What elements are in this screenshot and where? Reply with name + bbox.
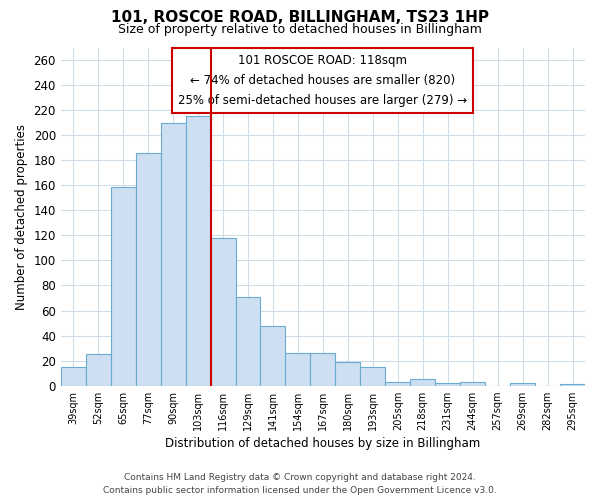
Bar bbox=[335, 362, 361, 386]
Bar bbox=[460, 382, 485, 386]
Bar bbox=[211, 238, 236, 386]
Text: Contains HM Land Registry data © Crown copyright and database right 2024.
Contai: Contains HM Land Registry data © Crown c… bbox=[103, 473, 497, 495]
Text: 101 ROSCOE ROAD: 118sqm
← 74% of detached houses are smaller (820)
25% of semi-d: 101 ROSCOE ROAD: 118sqm ← 74% of detache… bbox=[178, 54, 467, 108]
Bar bbox=[136, 152, 161, 386]
Bar bbox=[286, 353, 310, 386]
Bar bbox=[61, 367, 86, 386]
Bar bbox=[86, 354, 111, 386]
Bar bbox=[185, 116, 211, 386]
Y-axis label: Number of detached properties: Number of detached properties bbox=[15, 124, 28, 310]
Bar bbox=[260, 326, 286, 386]
X-axis label: Distribution of detached houses by size in Billingham: Distribution of detached houses by size … bbox=[165, 437, 481, 450]
Bar bbox=[385, 382, 410, 386]
Bar bbox=[161, 122, 185, 386]
Bar bbox=[560, 384, 585, 386]
Text: Size of property relative to detached houses in Billingham: Size of property relative to detached ho… bbox=[118, 22, 482, 36]
Bar bbox=[236, 297, 260, 386]
Bar bbox=[111, 186, 136, 386]
Bar bbox=[410, 380, 435, 386]
Bar bbox=[510, 383, 535, 386]
Bar bbox=[361, 367, 385, 386]
Bar bbox=[310, 353, 335, 386]
Text: 101, ROSCOE ROAD, BILLINGHAM, TS23 1HP: 101, ROSCOE ROAD, BILLINGHAM, TS23 1HP bbox=[111, 10, 489, 25]
Bar bbox=[435, 383, 460, 386]
